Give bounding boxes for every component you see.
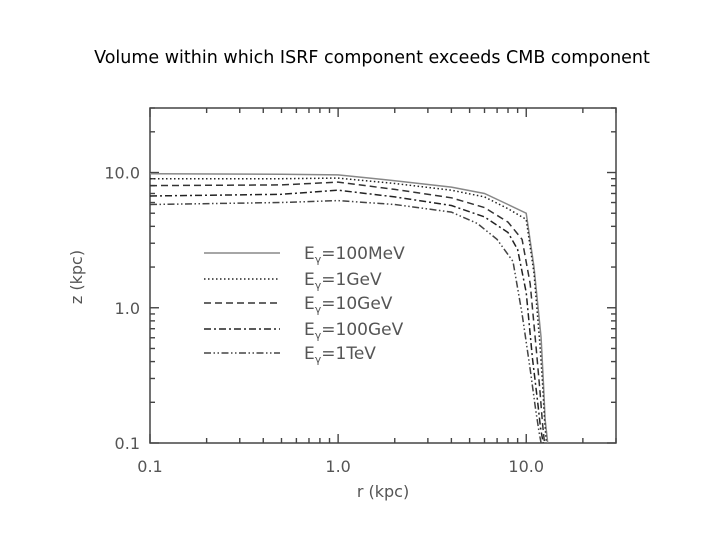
- x-axis-label: r (kpc): [357, 482, 409, 501]
- legend-label-1tev: Eγ=1TeV: [304, 344, 376, 366]
- legend-label-1gev: Eγ=1GeV: [304, 270, 382, 292]
- series-line-100mev: [149, 172, 549, 444]
- x-tick-label: 10.0: [508, 457, 544, 476]
- tick-labels: 0.1 1.0 10.0 0.1 1.0 10.0: [104, 164, 544, 476]
- series-lines: [149, 172, 549, 444]
- x-tick-label: 1.0: [325, 457, 350, 476]
- plot-area-border: [149, 107, 617, 444]
- y-axis-label: z (kpc): [67, 250, 86, 304]
- legend-label-100mev: Eγ=100MeV: [304, 244, 405, 266]
- y-tick-label: 0.1: [115, 434, 140, 453]
- series-line-1tev: [149, 199, 542, 444]
- series-line-1gev: [150, 177, 548, 444]
- axis-ticks: [149, 107, 617, 444]
- legend-label-100gev: Eγ=100GeV: [304, 320, 404, 342]
- chart-title: Volume within which ISRF component excee…: [94, 48, 650, 68]
- y-tick-label: 1.0: [115, 299, 140, 318]
- plot-frame: [149, 107, 617, 444]
- x-tick-label: 0.1: [137, 457, 162, 476]
- series-line-10gev: [149, 181, 546, 444]
- legend-label-10gev: Eγ=10GeV: [304, 294, 393, 316]
- series-line-100gev: [149, 189, 544, 444]
- y-tick-label: 10.0: [104, 164, 140, 183]
